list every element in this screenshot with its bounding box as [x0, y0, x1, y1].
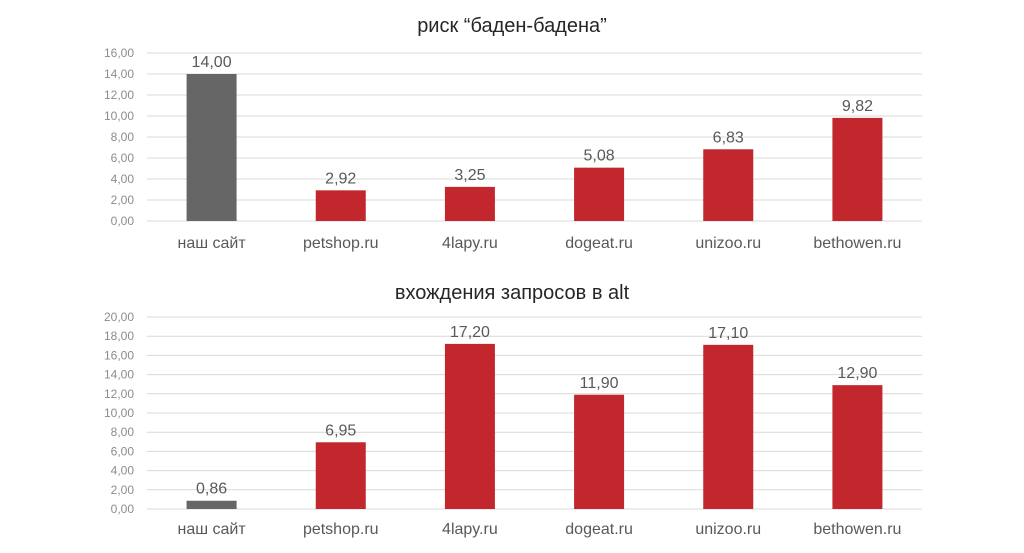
data-label: 12,90: [837, 365, 877, 382]
bar: [315, 442, 366, 509]
bar: [444, 186, 495, 221]
bar: [703, 344, 754, 509]
data-label: 5,08: [584, 148, 615, 165]
y-tick-label: 20,00: [104, 310, 134, 324]
x-tick-label: petshop.ru: [303, 521, 379, 538]
data-label: 9,82: [842, 98, 873, 115]
y-tick-label: 18,00: [104, 329, 134, 343]
y-tick-label: 12,00: [104, 88, 134, 102]
x-tick-label: bethowen.ru: [813, 521, 901, 538]
y-tick-label: 2,00: [111, 483, 135, 497]
data-label: 17,20: [450, 324, 490, 341]
data-label: 11,90: [580, 375, 619, 392]
data-label: 6,83: [713, 129, 744, 146]
x-tick-label: dogeat.ru: [565, 521, 633, 538]
bar: [703, 149, 754, 221]
x-tick-label: unizoo.ru: [695, 521, 761, 538]
data-label: 2,92: [325, 170, 356, 187]
y-tick-label: 10,00: [104, 406, 134, 420]
bars: [186, 343, 883, 509]
bar: [574, 167, 625, 221]
bar: [444, 343, 495, 509]
data-labels: 14,00 2,92 3,25 5,08 6,83 9,82: [192, 54, 874, 187]
y-tick-label: 8,00: [111, 425, 135, 439]
x-tick-label: bethowen.ru: [813, 235, 901, 252]
x-axis-ticks: наш сайт petshop.ru 4lapy.ru dogeat.ru unizo…: [177, 235, 901, 252]
y-tick-label: 2,00: [111, 193, 135, 207]
y-tick-label: 14,00: [104, 368, 134, 382]
x-axis-ticks: наш сайт petshop.ru 4lapy.ru dogeat.ru unizo…: [177, 521, 901, 538]
bar: [186, 74, 237, 221]
y-tick-label: 8,00: [111, 130, 135, 144]
y-tick-label: 4,00: [111, 464, 135, 478]
data-label: 0,86: [196, 481, 227, 498]
x-tick-label: petshop.ru: [303, 235, 379, 252]
chart-title: риск “баден-бадена”: [417, 15, 607, 37]
y-tick-label: 16,00: [104, 46, 134, 60]
x-tick-label: 4lapy.ru: [442, 235, 498, 252]
bar: [832, 117, 883, 221]
data-label: 14,00: [192, 54, 232, 71]
y-tick-label: 10,00: [104, 109, 134, 123]
gridlines: [147, 52, 922, 222]
x-tick-label: наш сайт: [177, 521, 246, 538]
bar: [574, 394, 625, 509]
chart-title: вхождения запросов в alt: [395, 282, 630, 304]
y-tick-label: 0,00: [111, 214, 135, 228]
y-axis-ticks: 0,00 2,00 4,00 6,00 8,00 10,00 12,00 14,00 16,00: [104, 46, 134, 228]
bar: [186, 500, 237, 509]
x-tick-label: 4lapy.ru: [442, 521, 498, 538]
y-tick-label: 12,00: [104, 387, 134, 401]
y-tick-label: 4,00: [111, 172, 135, 186]
data-label: 3,25: [454, 167, 485, 184]
x-tick-label: unizoo.ru: [695, 235, 761, 252]
data-label: 17,10: [708, 325, 748, 342]
y-tick-label: 0,00: [111, 502, 135, 516]
x-tick-label: dogeat.ru: [565, 235, 633, 252]
bar: [832, 385, 883, 509]
y-tick-label: 6,00: [111, 444, 135, 458]
bars: [186, 74, 883, 221]
x-tick-label: наш сайт: [177, 235, 246, 252]
data-labels: 0,86 6,95 17,20 11,90 17,10 12,90: [196, 324, 878, 498]
chart-risk-baden-baden: риск “баден-бадена” 0,00 2,00 4,00 6,00 8,00…: [104, 15, 922, 252]
bar: [315, 190, 366, 221]
y-tick-label: 16,00: [104, 348, 134, 362]
data-label: 6,95: [325, 422, 356, 439]
y-tick-label: 14,00: [104, 67, 134, 81]
gridlines: [147, 316, 922, 510]
chart-alt-query-occurrences: вхождения запросов в alt 0,00 2,00 4,00 6,0…: [104, 282, 922, 538]
y-axis-ticks: 0,00 2,00 4,00 6,00 8,00 10,00 12,00 14,00 16,00…: [104, 310, 134, 516]
y-tick-label: 6,00: [111, 151, 135, 165]
